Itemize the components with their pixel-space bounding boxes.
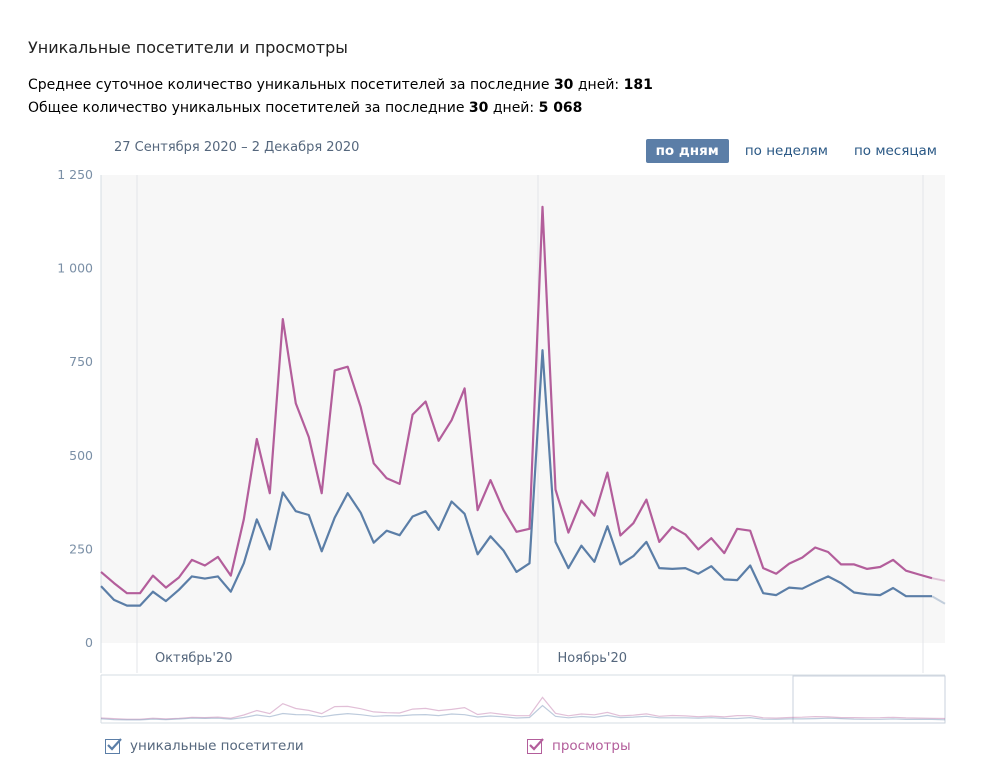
views-series-line-tail: [931, 577, 946, 582]
y-tick-label: 250: [69, 541, 93, 556]
page-title: Уникальные посетители и просмотры: [28, 38, 348, 57]
average-visitors-mid: дней:: [573, 77, 624, 93]
average-visitors-prefix: Среднее суточное количество уникальных п…: [28, 77, 554, 93]
navigator-selection-window[interactable]: [792, 675, 946, 724]
x-tick-label: Ноябрь'20: [557, 651, 627, 666]
tab-by-months[interactable]: по месяцам: [853, 143, 937, 159]
y-tick-label: 500: [69, 448, 93, 463]
average-visitors-days: 30: [553, 77, 574, 93]
plot-area: [101, 175, 945, 643]
y-tick-label: 1 250: [57, 167, 93, 182]
y-tick-label: 1 000: [57, 261, 93, 276]
checkmark-icon: [107, 737, 122, 751]
visitors-checkbox[interactable]: [105, 737, 122, 754]
views-series-line: [100, 205, 933, 595]
total-visitors-mid: дней:: [488, 100, 539, 116]
navigator-views-series-line: [100, 696, 946, 720]
total-visitors-stat: Общее количество уникальных посетителей …: [28, 100, 582, 116]
total-visitors-prefix: Общее количество уникальных посетителей …: [28, 100, 469, 116]
average-visitors-value: 181: [623, 77, 653, 93]
legend-item-views[interactable]: просмотры: [527, 737, 631, 754]
total-visitors-days: 30: [468, 100, 489, 116]
date-range-label: 27 Сентября 2020 – 2 Декабря 2020: [114, 140, 360, 155]
total-visitors-value: 5 068: [538, 100, 583, 116]
legend-label-visitors: уникальные посетители: [130, 738, 304, 754]
visitors-views-chart[interactable]: 1 250 1 000 750 500 250 0 Октябрь'20 Ноябрь'20: [0, 0, 983, 730]
y-tick-label: 0: [85, 635, 93, 650]
x-tick-label: Октябрь'20: [155, 651, 233, 666]
navigator-visitors-series-line: [100, 704, 946, 721]
visitors-series-line-tail: [931, 595, 946, 605]
legend-label-views: просмотры: [552, 738, 631, 754]
period-tabs: по дням по неделям по месяцам: [645, 139, 947, 163]
average-visitors-stat: Среднее суточное количество уникальных п…: [28, 77, 653, 93]
views-checkbox[interactable]: [527, 737, 544, 754]
visitors-series-line: [100, 349, 932, 607]
tab-by-weeks[interactable]: по неделям: [744, 143, 828, 159]
checkmark-icon: [529, 737, 544, 751]
tab-by-days[interactable]: по дням: [645, 139, 729, 163]
y-tick-label: 750: [69, 354, 93, 369]
legend-item-visitors[interactable]: уникальные посетители: [105, 737, 304, 754]
